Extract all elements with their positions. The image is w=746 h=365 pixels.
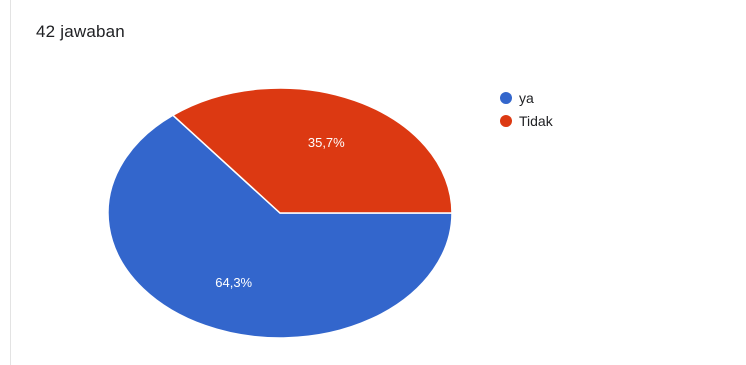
pie-data-label-ya: 64,3% [215, 275, 252, 290]
card-left-border [10, 0, 11, 365]
pie-slices [107, 87, 453, 339]
pie-slice-ya[interactable] [107, 114, 453, 339]
legend-label-tidak: Tidak [519, 113, 553, 129]
legend-label-ya: ya [519, 90, 534, 106]
legend-item-tidak[interactable]: Tidak [500, 111, 553, 131]
legend-swatch-tidak [500, 115, 512, 127]
legend-item-ya[interactable]: ya [500, 88, 553, 108]
chart-legend: ya Tidak [500, 88, 553, 134]
pie-data-label-tidak: 35,7% [308, 135, 345, 150]
legend-swatch-ya [500, 92, 512, 104]
response-count: 42 jawaban [36, 22, 125, 41]
pie-data-labels: 64,3% 35,7% [215, 135, 345, 290]
pie-slice-tidak[interactable] [171, 87, 453, 214]
